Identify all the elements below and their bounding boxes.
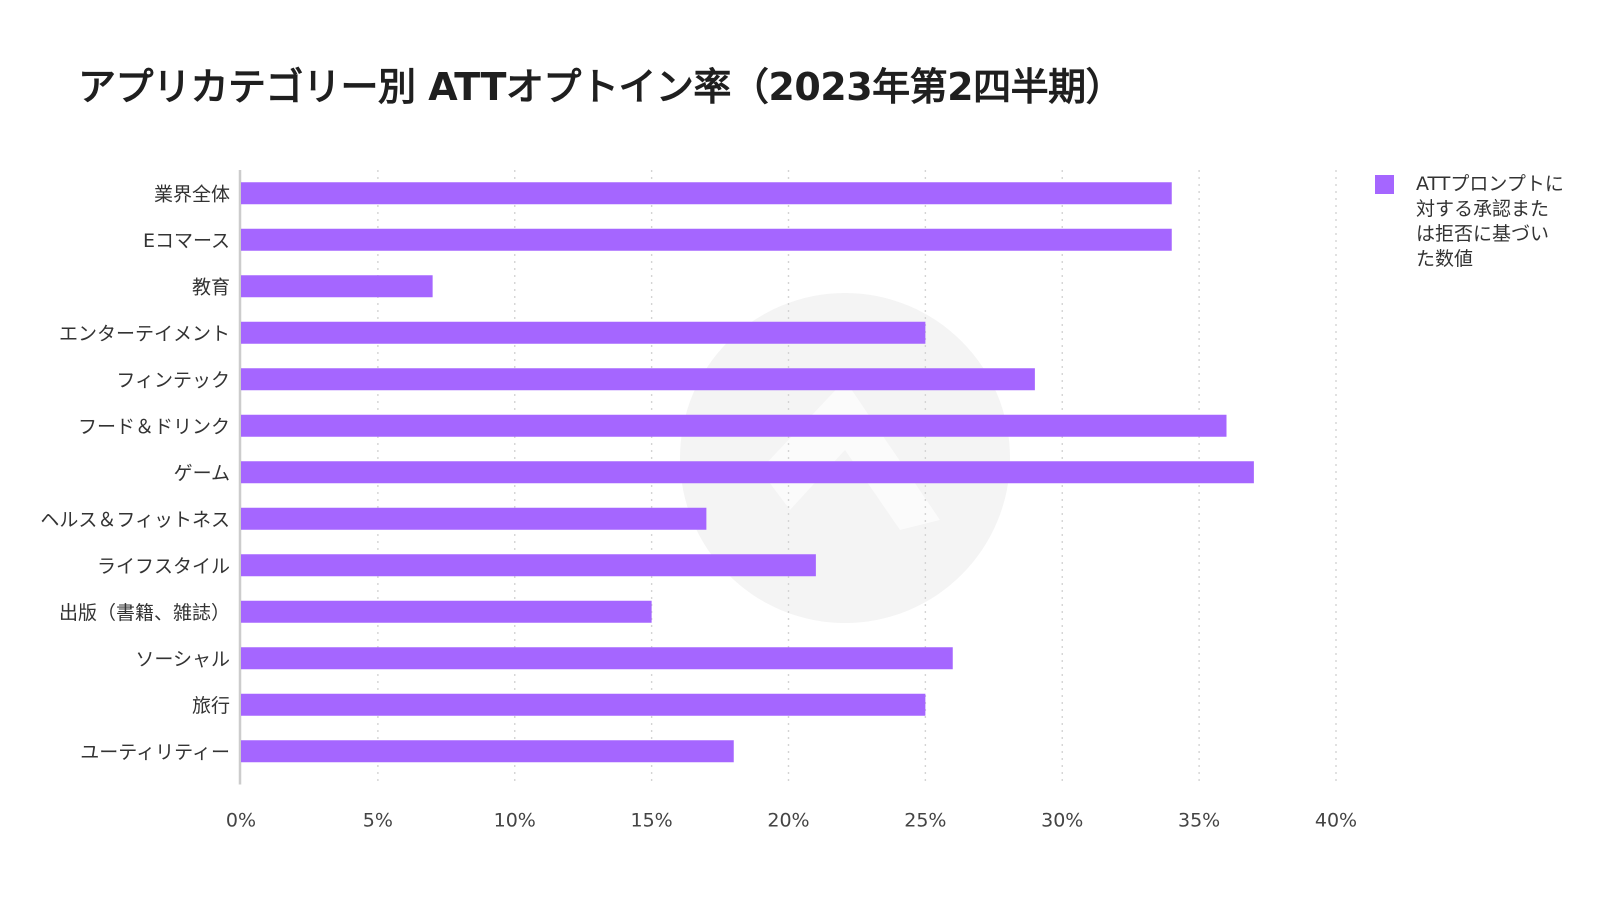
bar [241,600,652,623]
category-label: 業界全体 [154,183,230,205]
category-label: 旅行 [192,695,230,717]
bar [241,693,926,716]
category-label: ヘルス＆フィットネス [40,509,230,531]
bar [241,228,1172,251]
bar [241,554,816,577]
legend-swatch [1375,175,1394,194]
bar [241,461,1254,484]
bar [241,368,1035,391]
legend-label: ATTプロンプトに対する承認または拒否に基づいた数値 [1416,173,1564,270]
category-label: フィンテック [116,369,230,391]
bar [241,740,734,763]
x-tick-label: 0% [226,810,256,832]
bars [241,182,1254,763]
bar [241,414,1227,437]
bar [241,275,433,298]
grid-lines [238,170,1337,785]
category-label: Eコマース [143,230,230,252]
x-tick-labels: 0% 5% 10% 15% 20% 25% 30% 35% 40% [226,810,1357,832]
bar [241,182,1172,205]
legend: ATTプロンプトに対する承認または拒否に基づいた数値 [1375,172,1575,272]
bar [241,321,926,344]
watermark-mark [760,380,940,530]
category-labels: 業界全体 Eコマース教育エンターテイメントフィンテックフード＆ドリンクゲームヘルス… [40,183,230,763]
bar [241,507,707,530]
bar [241,647,953,670]
category-label: ゲーム [174,462,230,484]
category-label: ユーティリティー [80,741,230,763]
x-tick-label: 10% [494,810,536,832]
x-tick-label: 30% [1041,810,1083,832]
category-label: 教育 [192,276,230,298]
chart-title: アプリカテゴリー別 ATTオプトイン率（2023年第2四半期） [78,65,1124,109]
x-tick-label: 20% [767,810,809,832]
x-tick-label: 5% [363,810,393,832]
x-tick-label: 40% [1315,810,1357,832]
x-tick-label: 15% [631,810,673,832]
category-label: エンターテイメント [59,323,230,345]
category-label: 出版（書籍、雑誌） [59,602,230,624]
x-tick-label: 25% [904,810,946,832]
category-label: フード＆ドリンク [78,416,230,438]
x-tick-label: 35% [1178,810,1220,832]
category-label: ライフスタイル [97,555,230,577]
category-label: ソーシャル [135,648,230,670]
